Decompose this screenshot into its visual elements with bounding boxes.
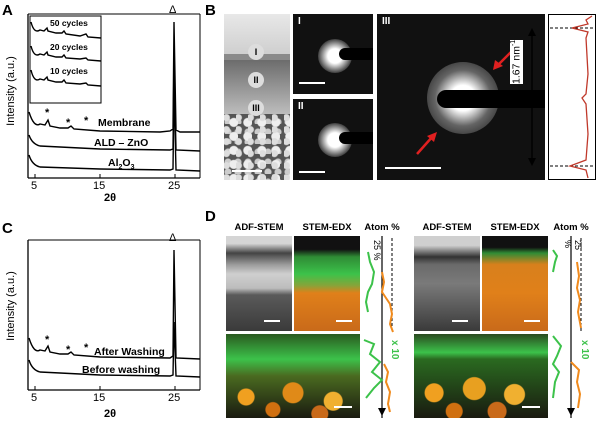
col-label-atom-2: Atom % [553,222,589,233]
inset-trace-10 [30,69,102,87]
xtick-a-15: 15 [93,180,106,192]
trace-label-al2o3: Al2O3 [108,157,135,172]
scale-25-left: 25 % [372,240,382,261]
star-c-3: * [84,342,89,354]
roman-iii-cross: III [248,100,264,116]
edx-zoom-2 [414,334,548,418]
xlabel-c: 2θ [104,408,117,420]
inset-trace-20 [30,45,102,62]
col-label-edx-2: STEM-EDX [490,222,540,233]
star-a-2: * [66,117,71,129]
scale-x10-left: x 10 [389,340,400,360]
tem-cross-section [224,14,290,180]
inset-label-50: 50 cycles [50,18,88,28]
col-label-edx-1: STEM-EDX [302,222,352,233]
star-c-2: * [66,344,71,356]
xrd-plot-c [27,239,201,391]
line-profile-plot [550,15,594,179]
panel-letter-d: D [205,208,216,225]
trace-after-washing [28,249,201,360]
trace-label-membrane: Membrane [98,117,151,129]
trace-al2o3 [28,87,201,172]
line-profile [548,14,596,180]
adf-stem-image-2 [414,236,480,331]
star-c-1: * [45,334,50,346]
inset-trace-50 [30,21,102,39]
panel-letter-c: C [2,220,13,237]
peak-marker-c: Δ [169,232,177,244]
adf-stem-image-1 [226,236,292,331]
trace-label-after: After Washing [94,346,165,358]
inset-label-20: 20 cycles [50,42,88,52]
col-label-adf-1: ADF-STEM [234,222,284,233]
col-label-atom-1: Atom % [364,222,400,233]
trace-before-washing [28,321,201,378]
atom-profile-2 [551,236,582,418]
edx-zoom-1 [226,334,360,418]
edx-map-2 [482,236,548,331]
xtick-c-15: 15 [93,392,106,404]
ylabel-a: Intensity (a.u.) [5,56,17,126]
diffraction-i [293,14,373,94]
inset-box [29,15,102,104]
roman-i-diff: I [298,16,301,27]
dspacing-arrow [528,28,536,166]
scale-x10-right: x 10 [579,340,590,360]
dspacing-label: 1.67 nm-1 [510,39,523,84]
scale-25-right: 25 % [563,240,583,251]
trace-membrane [28,21,200,133]
xtick-c-5: 5 [31,392,38,404]
col-label-adf-2: ADF-STEM [422,222,472,233]
ylabel-c: Intensity (a.u.) [5,271,17,341]
peak-marker-a: Δ [169,4,177,16]
roman-ii-cross: II [248,72,264,88]
star-a-1: * [45,107,50,119]
xtick-a-25: 25 [168,180,181,192]
panel-letter-b: B [205,2,216,19]
roman-i-cross: I [248,44,264,60]
xrd-plot-a [27,13,201,179]
xlabel-a: 2θ [104,192,117,204]
atom-profile-1 [363,236,394,418]
inset-label-10: 10 cycles [50,66,88,76]
edx-map-1 [294,236,360,331]
xtick-a-5: 5 [31,180,38,192]
star-a-3: * [84,115,89,127]
diffraction-ii [293,99,373,180]
roman-ii-diff: II [298,101,304,112]
trace-label-zno: ALD – ZnO [94,137,149,149]
xtick-c-25: 25 [168,392,181,404]
roman-iii-diff: III [382,16,391,27]
panel-letter-a: A [2,2,13,19]
trace-label-before: Before washing [82,364,161,376]
